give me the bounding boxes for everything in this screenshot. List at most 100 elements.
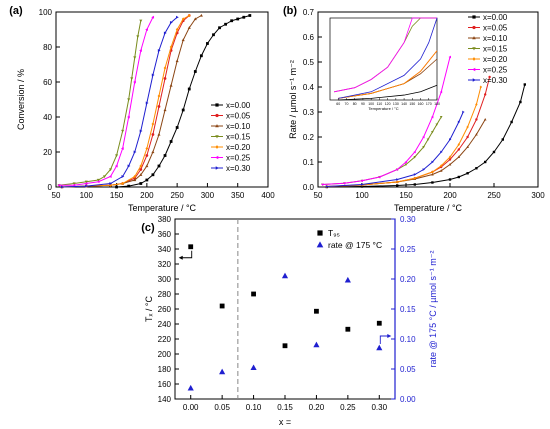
data-point-a — [145, 101, 149, 105]
inset-x-tick-label: 170 — [426, 102, 432, 106]
data-point-a — [133, 56, 137, 60]
data-point-b — [492, 150, 496, 154]
data-point-b — [457, 120, 461, 124]
data-point-b — [462, 110, 465, 114]
legend-marker-b — [472, 36, 476, 40]
inset-x-tick-label: 60 — [336, 102, 340, 106]
data-point-a — [151, 73, 155, 77]
data-point-b — [404, 160, 407, 164]
data-point-a — [242, 15, 246, 19]
legend-label-b: x=0.25 — [483, 66, 508, 75]
data-point-b — [523, 83, 526, 86]
data-point-a — [175, 126, 179, 129]
data-point-a — [199, 54, 203, 58]
y-tick-label-a: 80 — [43, 43, 52, 52]
data-point-rate — [376, 344, 383, 351]
legend-marker-b — [472, 47, 476, 51]
legend-label-b: x=0.30 — [483, 76, 508, 85]
inset-x-axis-label: Temperature / °C — [368, 106, 398, 111]
data-point-a — [108, 168, 113, 172]
y-tick-label-b: 0.1 — [303, 158, 315, 167]
y-tick-label-left-c: 320 — [158, 260, 172, 269]
data-point-a — [181, 108, 185, 112]
data-point-a — [163, 108, 167, 112]
y-tick-label-a: 60 — [43, 78, 52, 87]
legend-label-a: x=0.30 — [226, 164, 251, 173]
data-point-b — [431, 170, 434, 174]
data-point-a — [120, 146, 124, 151]
y-tick-label-left-c: 200 — [158, 350, 172, 359]
y-tick-label-left-c: 180 — [158, 365, 172, 374]
data-point-a — [108, 174, 112, 179]
inset-series-line — [338, 50, 438, 99]
data-point-rate — [344, 276, 351, 283]
data-point-a — [157, 132, 161, 136]
y-axis-label-right-c: rate @ 175 °C / µmol s⁻¹ m⁻² — [428, 251, 438, 368]
y-tick-label-right-c: 0.10 — [400, 335, 416, 344]
data-point-b — [488, 75, 491, 79]
x-tick-label-a: 300 — [201, 191, 215, 200]
data-point-a — [145, 154, 149, 157]
left-axis-indicator — [180, 250, 193, 259]
data-point-a — [139, 19, 143, 23]
x-axis-label-c: x = — [279, 417, 291, 427]
legend-label-a: x=0.00 — [226, 101, 251, 110]
data-point-b — [413, 150, 416, 154]
plot-frame-a — [55, 11, 269, 188]
data-point-a — [151, 122, 155, 126]
data-point-b — [413, 156, 417, 159]
x-tick-label-b: 200 — [443, 191, 457, 200]
data-point-a — [139, 164, 143, 168]
data-point-a — [145, 146, 149, 151]
x-tick-label-c: 0.25 — [340, 403, 356, 412]
y-tick-label-left-c: 220 — [158, 335, 172, 344]
legend-label-b: x=0.10 — [483, 34, 508, 43]
left-axis-indicator-head — [178, 255, 183, 260]
legend-label-b: x=0.15 — [483, 45, 508, 54]
legend-marker-b — [472, 15, 476, 19]
data-point-a — [114, 164, 118, 168]
legend-marker-b — [472, 57, 476, 61]
x-tick-label-c: 0.20 — [309, 403, 325, 412]
data-point-rate — [187, 384, 194, 391]
legend-label-a: x=0.20 — [226, 143, 251, 152]
data-point-b — [440, 164, 443, 168]
data-point-a — [187, 26, 191, 29]
data-point-b — [439, 90, 443, 94]
legend-label-a: x=0.05 — [226, 112, 251, 121]
data-point-a — [151, 15, 155, 19]
right-axis-indicator — [379, 335, 390, 344]
data-point-b — [342, 181, 346, 185]
data-point-a — [133, 178, 137, 182]
data-point-b — [484, 93, 487, 96]
data-point-a — [127, 184, 131, 188]
y-tick-label-a: 40 — [43, 113, 52, 122]
data-point-b — [325, 185, 329, 188]
data-point-a — [157, 105, 161, 108]
data-point-a — [248, 14, 252, 17]
data-point-b — [466, 172, 469, 175]
inset-x-tick-label: 140 — [401, 102, 407, 106]
inset-x-tick-label: 80 — [353, 102, 357, 106]
data-point-b — [431, 181, 434, 184]
data-point-a — [145, 178, 149, 182]
data-point-b — [448, 163, 452, 166]
data-point-a — [133, 174, 137, 179]
data-point-a — [121, 129, 125, 133]
data-point-a — [84, 181, 88, 186]
data-point-a — [175, 59, 179, 63]
data-point-b — [475, 118, 478, 121]
series-line-a — [62, 15, 190, 188]
inset-x-tick-label: 90 — [361, 102, 365, 106]
inset-x-tick-label: 70 — [345, 102, 349, 106]
data-point-b — [396, 180, 399, 184]
data-point-a — [57, 183, 61, 187]
data-point-b — [457, 143, 460, 146]
x-tick-label-a: 350 — [231, 191, 245, 200]
data-point-b — [483, 118, 487, 121]
data-point-t95 — [219, 303, 225, 309]
data-point-b — [457, 155, 461, 158]
inset-x-tick-label: 160 — [418, 102, 424, 106]
data-point-a — [60, 185, 64, 189]
data-point-t95 — [188, 244, 194, 250]
